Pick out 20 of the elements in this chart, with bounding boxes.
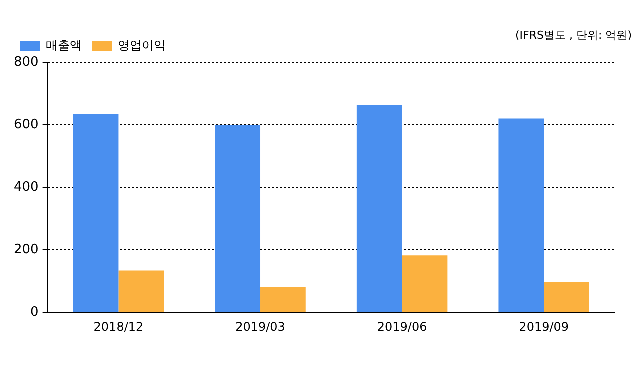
y-tick-label: 0	[30, 304, 39, 320]
legend-label: 매출액	[46, 38, 82, 53]
bar	[544, 282, 590, 312]
bar	[215, 124, 261, 312]
x-tick-label: 2019/09	[519, 320, 570, 334]
y-tick-label: 600	[14, 117, 39, 132]
y-tick-label: 200	[14, 242, 39, 258]
y-tick-label: 400	[14, 180, 39, 195]
text: (IFRS별도 , 단위: 억원)	[516, 28, 632, 42]
legend-label: 영업이익	[118, 38, 166, 53]
x-tick-label: 2018/12	[94, 320, 144, 334]
x-tick-label: 2019/06	[377, 320, 428, 334]
bar	[498, 118, 544, 312]
x-tick-label: 2019/03	[236, 320, 286, 334]
bar	[260, 286, 306, 312]
y-tick-label: 800	[14, 54, 39, 70]
bar	[118, 270, 164, 312]
bar	[356, 105, 402, 312]
bar	[402, 256, 448, 312]
bar	[73, 114, 119, 312]
